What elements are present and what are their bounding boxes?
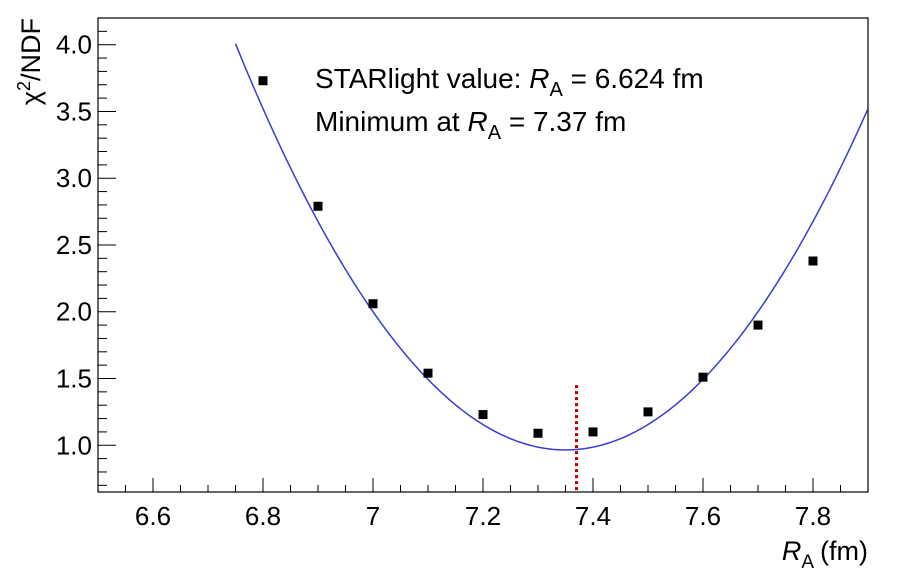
y-axis-title: χ2/NDF	[14, 18, 46, 105]
x-axis: 6.6 6.8 7 7.2 7.4 7.6 7.8	[97, 478, 869, 531]
x-tick-label: 7.8	[795, 501, 831, 531]
data-point	[478, 410, 488, 420]
data-points	[258, 76, 818, 438]
data-point	[423, 368, 433, 378]
x-tick-label: 7	[366, 501, 380, 531]
x-tick-label: 7.2	[465, 501, 501, 531]
data-point	[368, 299, 378, 309]
y-tick-label: 1.5	[56, 364, 92, 394]
x-tick-label: 7.4	[575, 501, 611, 531]
x-tick-label: 6.8	[245, 501, 281, 531]
y-tick-label: 4.0	[56, 30, 92, 60]
data-point	[643, 407, 653, 417]
y-tick-label: 3.0	[56, 163, 92, 193]
data-point	[258, 76, 268, 86]
data-point	[753, 320, 763, 330]
fit-curve	[234, 43, 868, 451]
data-point	[313, 201, 323, 211]
y-tick-label: 2.0	[56, 297, 92, 327]
x-tick-label: 6.6	[135, 501, 171, 531]
x-axis-title: RA (fm)	[782, 536, 868, 573]
annotation-starlight: STARlight value: RA = 6.624 fm	[315, 63, 704, 101]
y-tick-label: 1.0	[56, 430, 92, 460]
y-tick-label: 2.5	[56, 230, 92, 260]
data-point	[808, 256, 818, 266]
data-point	[588, 427, 598, 437]
annotation-minimum: Minimum at RA = 7.37 fm	[315, 106, 626, 144]
data-point	[698, 372, 708, 382]
y-tick-label: 3.5	[56, 96, 92, 126]
y-axis: 1.0 1.5 2.0 2.5 3.0 3.5 4.0	[56, 17, 116, 486]
data-point	[533, 428, 543, 438]
x-tick-label: 7.6	[685, 501, 721, 531]
